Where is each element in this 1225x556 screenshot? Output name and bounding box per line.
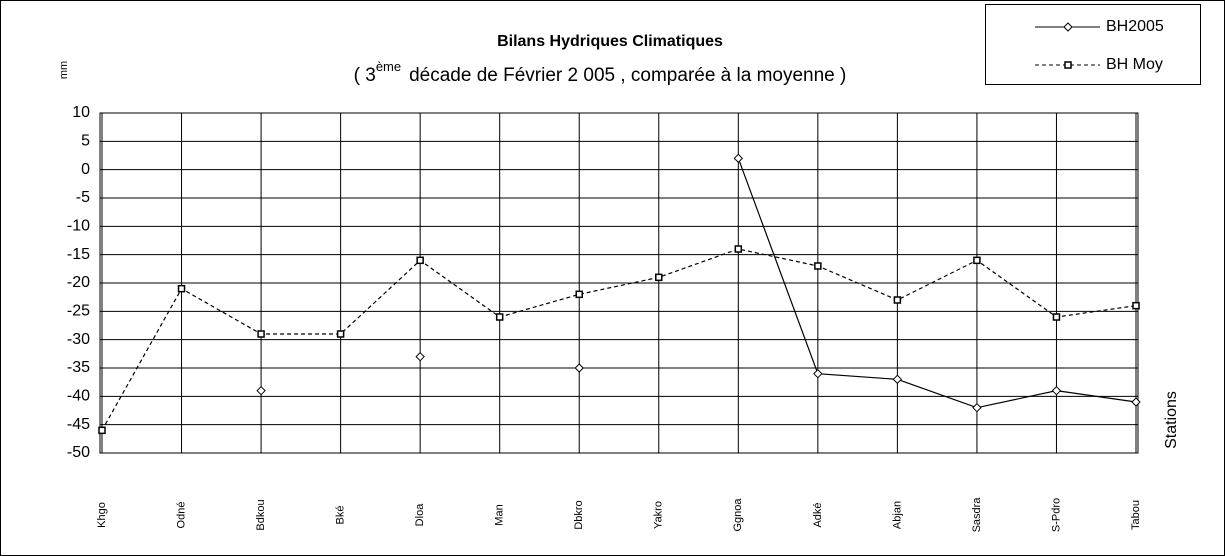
y-tick-label: -50 [67, 444, 90, 461]
y-tick-label: -35 [67, 359, 90, 376]
x-tick-label: Adké [812, 502, 824, 527]
y-tick-label: -25 [67, 303, 90, 320]
legend-marker [1064, 61, 1072, 69]
legend-marker [1063, 22, 1073, 32]
marker [575, 290, 583, 299]
marker [256, 385, 266, 396]
marker [257, 330, 265, 338]
marker [1132, 301, 1140, 310]
y-tick-label: -40 [67, 388, 90, 405]
x-axis-label: Stations [1163, 391, 1180, 449]
marker [1051, 385, 1062, 396]
y-tick-label: -15 [67, 246, 90, 263]
x-tick-label: Khgo [96, 502, 108, 528]
plot-area [99, 112, 1139, 454]
marker [813, 368, 823, 379]
marker [177, 284, 186, 293]
x-tick-label: Ggnoa [732, 498, 744, 532]
x-tick-label: Sasdra [971, 497, 983, 533]
chart-title: Bilans Hydriques Climatiques [497, 33, 723, 50]
y-tick-label: -10 [67, 218, 90, 235]
marker [495, 313, 504, 321]
marker [336, 330, 345, 338]
subtitle-part: ( 3 [354, 65, 376, 86]
x-tick-label: Man [494, 504, 506, 525]
y-tick-label: -20 [67, 274, 90, 291]
marker [814, 262, 822, 270]
x-tick-label: Dloa [414, 503, 426, 527]
marker [98, 426, 106, 435]
x-tick-label: S-Pdro [1050, 498, 1062, 532]
x-tick-label: Bdkou [255, 499, 267, 530]
marker [893, 296, 902, 304]
chart-subtitle: ( 3ème décade de Février 2 005 , comparée… [354, 59, 847, 86]
legend-label: BH2005 [1106, 18, 1164, 35]
legend-label: BH Moy [1106, 56, 1163, 73]
marker [733, 153, 744, 164]
series-line [101, 248, 1137, 431]
y-tick-label: 10 [72, 104, 90, 121]
subtitle-sup: ème [376, 59, 401, 74]
y-tick-label: 5 [81, 133, 90, 150]
y-tick-label: -45 [67, 416, 90, 433]
series-line [737, 158, 1137, 409]
y-tick-label: -5 [76, 189, 90, 206]
x-tick-label: Odné [175, 502, 187, 529]
x-tick-label: Dbkro [573, 500, 585, 529]
legend-box [985, 4, 1201, 85]
marker [416, 256, 424, 265]
x-tick-label: Yakro [653, 501, 665, 529]
marker [972, 402, 982, 413]
x-tick-label: Tabou [1130, 500, 1142, 530]
marker [892, 374, 903, 385]
marker [655, 273, 663, 282]
marker [415, 351, 425, 362]
marker [1131, 397, 1141, 407]
marker [1052, 313, 1061, 321]
marker [574, 363, 584, 373]
y-tick-label: 0 [81, 161, 90, 178]
subtitle-part: décade de Février 2 005 , comparée à la … [409, 65, 846, 86]
marker [734, 245, 743, 253]
marker [973, 256, 981, 265]
y-tick-label: -30 [67, 331, 90, 348]
x-tick-label: Bké [335, 506, 347, 525]
x-tick-label: Abjan [891, 501, 903, 529]
y-axis-label: mm [58, 61, 70, 79]
